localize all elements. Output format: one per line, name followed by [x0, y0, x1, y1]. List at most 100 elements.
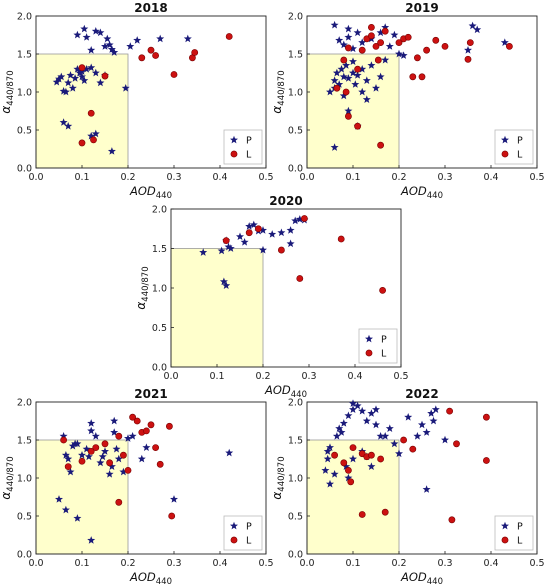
data-point-star — [390, 30, 399, 39]
data-point-star — [112, 444, 121, 453]
x-tick-label: 0.0 — [28, 172, 43, 183]
data-point-star — [344, 106, 353, 115]
y-tick-label: 2.0 — [17, 12, 32, 23]
data-point-star — [367, 462, 376, 470]
data-point-star — [64, 122, 73, 130]
data-point-circle — [367, 451, 375, 459]
data-point-star — [339, 72, 348, 81]
legend-label: L — [246, 150, 252, 161]
data-point-star — [330, 20, 339, 29]
data-point-circle — [165, 422, 173, 430]
data-point-star — [376, 432, 385, 440]
data-point-star — [119, 467, 128, 476]
highlight-region — [35, 439, 129, 555]
data-point-circle — [333, 84, 341, 92]
data-point-star — [128, 432, 137, 440]
data-point-star — [84, 452, 93, 461]
data-point-circle — [453, 440, 460, 448]
chart-title: 2019 — [405, 1, 438, 15]
legend-marker-star — [230, 521, 238, 530]
data-point-star — [335, 80, 344, 88]
data-point-circle — [138, 54, 146, 62]
legend-box — [358, 328, 398, 364]
y-tick-label: 0.5 — [17, 512, 32, 523]
data-point-star — [286, 226, 295, 234]
data-point-circle — [464, 55, 472, 63]
data-point-star — [64, 454, 73, 463]
y-tick-label: 1.0 — [17, 474, 32, 485]
data-point-star — [217, 246, 226, 255]
data-point-star — [326, 87, 334, 96]
data-point-star — [441, 435, 449, 444]
x-tick-label: 0.0 — [299, 172, 314, 183]
data-point-star — [259, 245, 267, 254]
x-axis-label: AOD440 — [129, 570, 172, 584]
data-point-circle — [225, 33, 233, 40]
data-point-circle — [92, 444, 100, 451]
data-point-star — [323, 447, 332, 455]
data-point-star — [224, 242, 233, 251]
data-point-star — [295, 215, 304, 223]
data-point-star — [59, 432, 68, 440]
data-point-star — [114, 454, 123, 463]
data-point-star — [376, 28, 385, 37]
data-point-star — [332, 68, 341, 77]
y-tick-label: 0.0 — [288, 164, 303, 175]
data-point-star — [110, 416, 119, 425]
data-point-star — [55, 74, 63, 83]
data-point-star — [362, 95, 371, 103]
legend-marker-circle — [230, 150, 238, 158]
data-point-star — [277, 228, 286, 237]
data-point-star — [326, 443, 334, 451]
data-point-circle — [170, 71, 178, 78]
data-point-circle — [142, 427, 150, 435]
data-point-star — [353, 71, 362, 79]
y-tick-label: 1.5 — [288, 436, 303, 447]
x-tick-label: 0.5 — [258, 558, 273, 569]
data-point-circle — [87, 109, 95, 117]
data-point-star — [73, 65, 82, 73]
data-point-circle — [152, 444, 159, 451]
data-point-circle — [87, 447, 95, 455]
data-point-star — [222, 281, 231, 290]
x-tick-label: 0.1 — [74, 558, 89, 569]
data-point-star — [80, 24, 89, 33]
legend-label: P — [517, 136, 523, 147]
y-tick-label: 1.0 — [152, 284, 167, 295]
x-axis-label: AOD440 — [129, 184, 172, 201]
data-point-star — [323, 454, 332, 463]
legend-label: P — [246, 522, 252, 533]
legend-marker-circle — [501, 536, 509, 544]
data-point-circle — [395, 39, 403, 46]
data-point-star — [142, 443, 151, 451]
data-point-star — [349, 68, 357, 77]
data-point-star — [330, 143, 339, 151]
data-point-star — [422, 485, 431, 493]
data-point-circle — [337, 235, 345, 243]
legend-label: L — [246, 536, 252, 547]
y-tick-label: 2.0 — [288, 12, 303, 23]
data-point-star — [82, 444, 91, 453]
x-tick-label: 0.2 — [391, 558, 406, 569]
x-tick-label: 0.2 — [391, 172, 406, 183]
legend: PL — [223, 515, 263, 551]
data-point-star — [330, 76, 339, 84]
data-point-star — [124, 434, 132, 442]
x-tick-label: 0.0 — [28, 558, 43, 569]
data-point-star — [71, 74, 80, 82]
data-point-star — [57, 72, 66, 81]
legend-marker-star — [365, 334, 373, 343]
data-point-circle — [245, 229, 253, 237]
data-point-star — [73, 439, 82, 448]
data-point-star — [358, 65, 367, 73]
data-point-star — [96, 78, 105, 87]
data-point-circle — [505, 43, 513, 50]
data-point-star — [344, 473, 353, 482]
data-point-circle — [409, 445, 417, 453]
data-point-star — [87, 536, 96, 544]
data-point-star — [351, 80, 360, 88]
data-point-star — [404, 413, 413, 421]
data-point-star — [78, 67, 86, 75]
data-point-star — [66, 71, 75, 79]
legend-box — [494, 515, 534, 551]
